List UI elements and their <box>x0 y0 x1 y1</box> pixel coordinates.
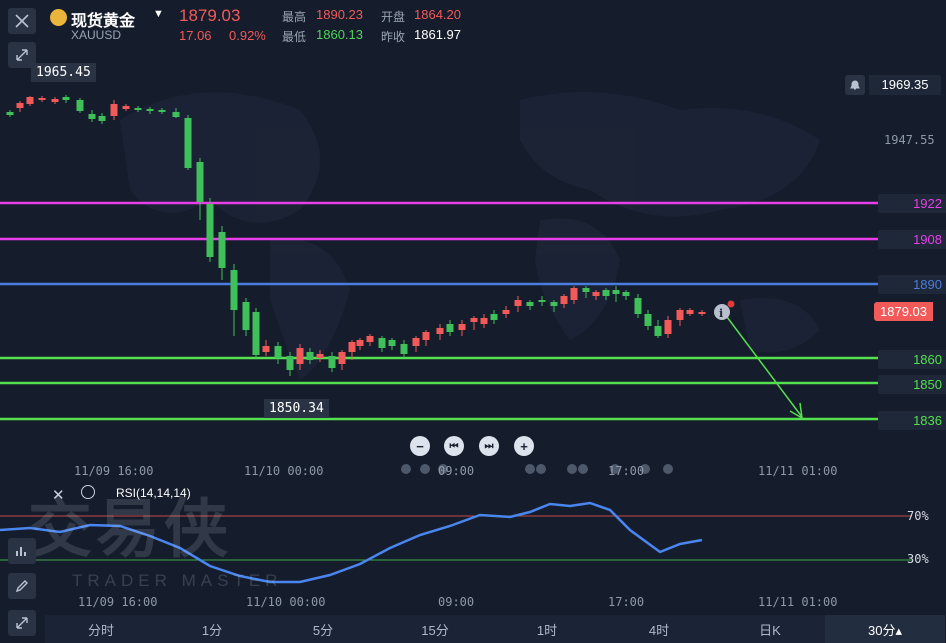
bottom-time-label: 17:00 <box>608 595 645 609</box>
fullscreen-button[interactable] <box>8 610 36 636</box>
close-icon <box>15 14 29 28</box>
expand-icon <box>16 49 28 61</box>
level-price-tag: 1850 <box>878 375 946 394</box>
close-indicator-icon[interactable]: ✕ <box>52 487 65 504</box>
event-markers <box>401 464 673 474</box>
minus-icon: − <box>416 438 424 454</box>
bottom-time-label: 09:00 <box>438 595 475 609</box>
timeframe-tabs: 分时 1分 5分 15分 1时 4时 日K 30分▴ <box>45 615 945 643</box>
time-label: 11/09 16:00 <box>74 464 154 478</box>
open-label: 开盘 <box>381 10 406 24</box>
high-marker: 1965.45 <box>31 63 96 82</box>
tab-1hour[interactable]: 1时 <box>536 622 558 638</box>
level-price-tag: 1890 <box>878 275 946 294</box>
time-label: 11/11 01:00 <box>758 464 838 478</box>
symbol-code: XAUUSD <box>71 28 122 42</box>
top-price-label: 1969.35 <box>869 75 941 95</box>
alert-button[interactable] <box>845 75 865 95</box>
zoom-out-button[interactable]: − <box>410 436 430 456</box>
svg-text:i: i <box>719 307 723 320</box>
time-label: 17:00 <box>608 464 645 478</box>
last-price: 1879.03 <box>179 6 241 25</box>
pencil-icon <box>15 580 28 593</box>
rsi-upper-label: 70% <box>907 509 929 523</box>
prev-close-value: 1861.97 <box>414 27 461 42</box>
chevron-down-icon[interactable]: ▼ <box>153 8 164 20</box>
draw-tool-button[interactable] <box>8 573 36 599</box>
open-value: 1864.20 <box>414 7 461 22</box>
tab-daily[interactable]: 日K <box>759 622 781 638</box>
symbol-name[interactable]: 现货黄金 <box>71 13 136 30</box>
price-change: 17.06 <box>179 28 212 43</box>
low-label: 最低 <box>282 30 307 44</box>
bottom-time-label: 11/10 00:00 <box>246 595 326 609</box>
tab-5min[interactable]: 5分 <box>312 622 334 638</box>
low-value: 1860.13 <box>316 27 363 42</box>
level-price-tag: 1860 <box>878 350 946 369</box>
info-icon[interactable] <box>714 304 730 320</box>
skip-forward-icon: ⏭ <box>484 440 494 452</box>
watermark-logo: 交易侠 <box>28 493 232 565</box>
bell-icon <box>850 80 860 90</box>
bottom-time-label: 11/09 16:00 <box>78 595 158 609</box>
level-price-tag: 1836 <box>878 411 946 430</box>
level-price-tag: 1908 <box>878 230 946 249</box>
quote-header: 现货黄金 ▼ XAUUSD 1879.03 17.06 0.92% 最高 189… <box>0 0 946 46</box>
bar-chart-icon <box>16 547 26 556</box>
settings-icon[interactable] <box>81 485 95 499</box>
expand-icon <box>16 617 28 629</box>
tab-15min[interactable]: 15分 <box>421 622 449 638</box>
gold-coin-icon <box>50 9 67 26</box>
close-button[interactable] <box>8 8 36 34</box>
current-price-tag: 1879.03 <box>874 302 933 321</box>
scroll-end-button[interactable]: ⏭ <box>479 436 499 456</box>
zoom-in-button[interactable]: + <box>514 436 534 456</box>
plus-icon: + <box>520 438 528 454</box>
rsi-label: RSI(14,14,14) <box>116 486 191 500</box>
tab-1min[interactable]: 1分 <box>201 622 223 638</box>
axis-price-label: 1947.55 <box>884 133 935 147</box>
rsi-lower-label: 30% <box>907 552 929 566</box>
indicator-tool-button[interactable] <box>8 538 36 564</box>
high-label: 最高 <box>282 10 307 24</box>
high-value: 1890.23 <box>316 7 363 22</box>
price-change-pct: 0.92% <box>229 28 266 43</box>
world-map-background <box>120 92 820 380</box>
low-marker: 1850.34 <box>264 399 329 418</box>
level-price-tag: 1922 <box>878 194 946 213</box>
tab-timeshare[interactable]: 分时 <box>87 622 114 638</box>
prev-close-label: 昨收 <box>381 30 406 44</box>
time-label: 09:00 <box>438 464 475 478</box>
time-label: 11/10 00:00 <box>244 464 324 478</box>
bottom-time-label: 11/11 01:00 <box>758 595 838 609</box>
watermark-subtitle: TRADER MASTER <box>72 571 283 590</box>
tab-4hour[interactable]: 4时 <box>648 622 670 638</box>
scroll-start-button[interactable]: ⏮ <box>444 436 464 456</box>
skip-back-icon: ⏮ <box>449 440 459 452</box>
tab-30min[interactable]: 30分▴ <box>825 615 945 643</box>
